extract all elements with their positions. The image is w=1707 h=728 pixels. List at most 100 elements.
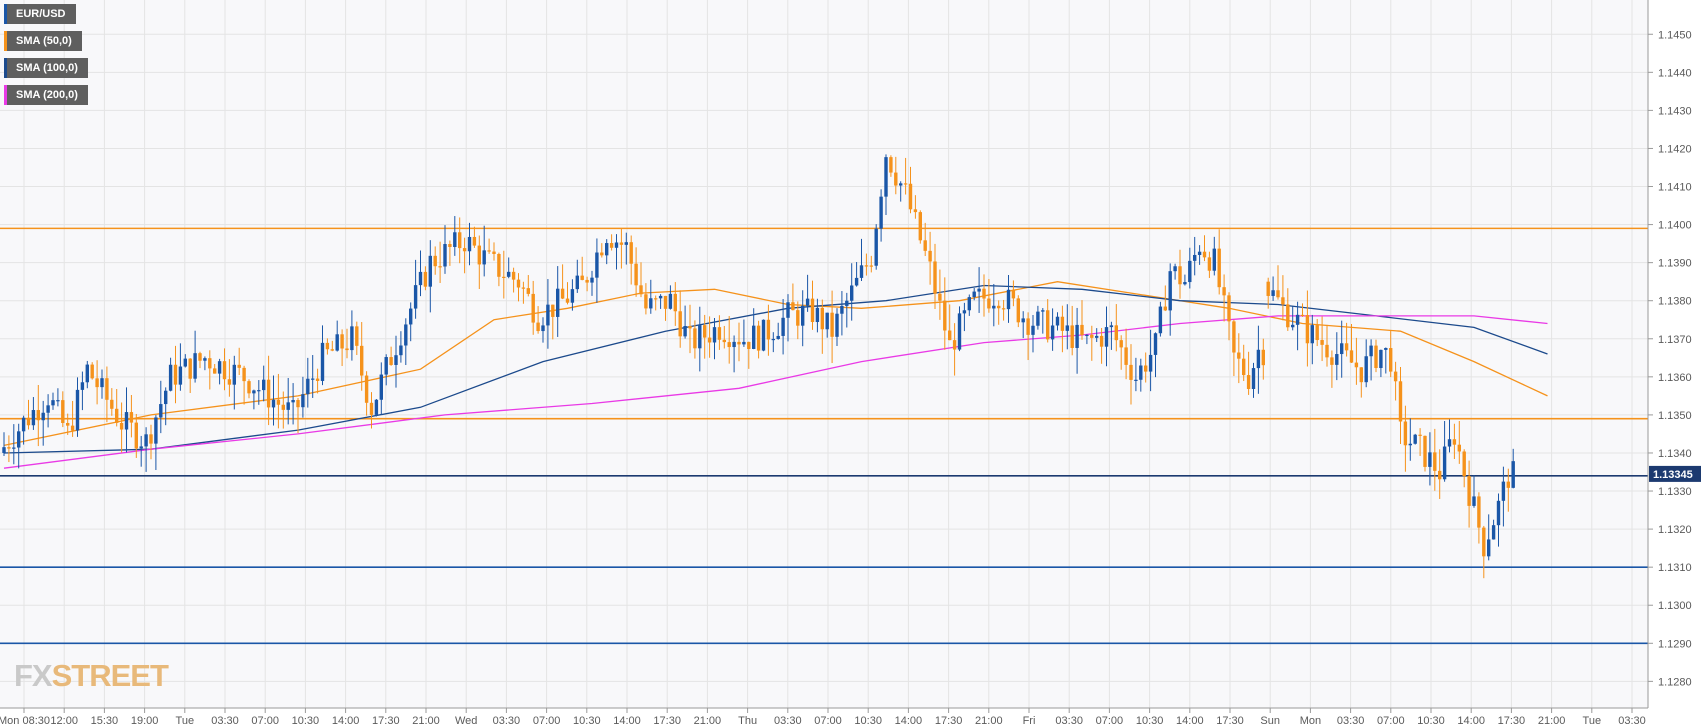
legend-label: SMA (100,0) bbox=[7, 58, 88, 78]
candle-body bbox=[1139, 365, 1143, 380]
candle-body bbox=[962, 310, 967, 314]
legend-item[interactable]: EUR/USD bbox=[4, 4, 88, 24]
candle-body bbox=[369, 402, 374, 415]
candle-body bbox=[551, 304, 555, 317]
candle-body bbox=[1060, 316, 1065, 331]
candle-body bbox=[815, 307, 820, 323]
candle-body bbox=[1031, 325, 1035, 335]
candle-body bbox=[575, 275, 579, 290]
legend-item[interactable]: SMA (200,0) bbox=[4, 85, 88, 105]
legend-item[interactable]: SMA (100,0) bbox=[4, 58, 88, 78]
last-price-tag: 1.13345 bbox=[1649, 465, 1701, 482]
candle-body bbox=[1428, 452, 1432, 467]
candle-body bbox=[183, 358, 187, 367]
candle-body bbox=[1036, 311, 1040, 326]
candle-body bbox=[1281, 297, 1285, 305]
candle-body bbox=[1193, 254, 1197, 261]
candle-body bbox=[129, 412, 134, 423]
candle-body bbox=[992, 305, 996, 309]
y-axis: 1.1450 1.1440 1.1430 1.1420 1.1410 1.1400 1.13… bbox=[1647, 0, 1692, 708]
candle-body bbox=[752, 325, 756, 349]
candle-body bbox=[796, 310, 800, 326]
candle-body bbox=[1271, 290, 1275, 296]
candle-body bbox=[1070, 325, 1074, 348]
candle-body bbox=[957, 313, 962, 350]
candle-body bbox=[80, 382, 85, 390]
candle-body bbox=[1487, 539, 1491, 557]
candle-body bbox=[693, 328, 697, 349]
candle-body bbox=[149, 434, 153, 444]
candle-body bbox=[345, 348, 349, 351]
y-tick-label: 1.1390 bbox=[1658, 258, 1692, 270]
candle-body bbox=[732, 341, 736, 348]
candle-body bbox=[526, 288, 530, 294]
candle-body bbox=[404, 324, 408, 346]
x-tick-label: 14:00 bbox=[332, 715, 360, 727]
candle-body bbox=[1300, 314, 1305, 317]
candle-body bbox=[1153, 333, 1158, 355]
candle-body bbox=[301, 394, 305, 408]
candle-body bbox=[1212, 248, 1216, 271]
candle-body bbox=[1379, 349, 1383, 369]
candle-body bbox=[389, 357, 393, 365]
candle-body bbox=[707, 337, 712, 343]
candle-body bbox=[1207, 257, 1212, 271]
candle-body bbox=[1090, 334, 1094, 338]
candle-body bbox=[595, 252, 599, 278]
candle-body bbox=[580, 275, 584, 280]
candle-body bbox=[1418, 434, 1422, 436]
y-tick-label: 1.1280 bbox=[1658, 676, 1692, 688]
candle-body bbox=[497, 253, 501, 277]
candle-body bbox=[1286, 304, 1290, 328]
x-tick-label: 21:00 bbox=[975, 715, 1003, 727]
candle-body bbox=[727, 342, 731, 348]
candle-body bbox=[717, 327, 722, 340]
candle-body bbox=[1197, 251, 1202, 255]
candle-body bbox=[1041, 310, 1045, 312]
x-tick-label: 14:00 bbox=[1176, 715, 1204, 727]
x-tick-label: Tue bbox=[1583, 715, 1602, 727]
candle-body bbox=[1246, 375, 1251, 389]
candle-body bbox=[1129, 364, 1133, 380]
candle-body bbox=[614, 242, 619, 248]
x-tick-label: 03:30 bbox=[1618, 715, 1646, 727]
candle-body bbox=[271, 399, 276, 408]
candle-body bbox=[291, 399, 295, 403]
candle-body bbox=[502, 276, 506, 278]
candle-body bbox=[360, 345, 364, 376]
candle-body bbox=[1325, 344, 1329, 358]
candle-body bbox=[413, 285, 418, 309]
candle-body bbox=[36, 410, 40, 421]
candle-body bbox=[923, 240, 927, 251]
candle-body bbox=[105, 378, 109, 400]
candle-body bbox=[1398, 381, 1403, 422]
candle-body bbox=[168, 364, 173, 391]
candle-body bbox=[1457, 444, 1461, 452]
candle-body bbox=[1168, 271, 1172, 311]
candle-body bbox=[1178, 266, 1182, 285]
legend-item[interactable]: SMA (50,0) bbox=[4, 31, 88, 51]
candle-body bbox=[1374, 345, 1378, 369]
candle-body bbox=[952, 340, 957, 350]
candle-body bbox=[854, 277, 859, 286]
candle-body bbox=[364, 375, 369, 403]
fxstreet-logo: FXSTREET bbox=[14, 658, 169, 694]
candle-body bbox=[1124, 347, 1128, 365]
candle-body bbox=[698, 325, 702, 349]
x-tick-label: 03:30 bbox=[211, 715, 239, 727]
candle-body bbox=[913, 209, 918, 213]
candle-body bbox=[1442, 446, 1447, 480]
candle-body bbox=[825, 312, 829, 330]
candle-body bbox=[982, 288, 986, 299]
x-tick-label: 07:00 bbox=[533, 715, 561, 727]
candle-body bbox=[70, 425, 75, 431]
y-tick-label: 1.1290 bbox=[1658, 638, 1692, 650]
x-tick-label: 14:00 bbox=[613, 715, 641, 727]
candle-body bbox=[1148, 354, 1153, 372]
y-tick-label: 1.1320 bbox=[1658, 524, 1692, 536]
candle-body bbox=[1349, 350, 1354, 363]
candle-body bbox=[66, 422, 70, 426]
candle-body bbox=[1496, 500, 1501, 526]
candle-body bbox=[438, 266, 442, 268]
